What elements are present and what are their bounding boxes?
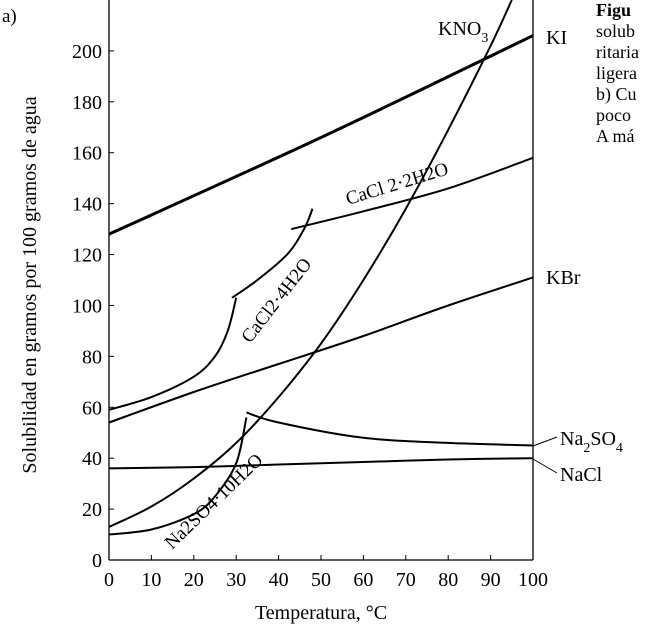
x-tick-label: 40 bbox=[269, 569, 289, 591]
x-tick-label: 60 bbox=[353, 569, 373, 591]
y-tick-label: 40 bbox=[82, 448, 102, 470]
label-na2so4: Na2SO4 bbox=[560, 428, 623, 456]
x-tick-label: 90 bbox=[481, 569, 501, 591]
x-tick-label: 80 bbox=[438, 569, 458, 591]
caption-line-6: A má bbox=[596, 126, 635, 146]
series-line-cacl2-6h2o bbox=[109, 297, 238, 411]
label-ki: KI bbox=[546, 27, 567, 49]
y-tick-label: 120 bbox=[72, 245, 102, 267]
figure-caption: Figu solub ritaria ligera b) Cu poco A m… bbox=[596, 0, 650, 147]
x-tick-label: 10 bbox=[141, 569, 161, 591]
y-tick-label: 60 bbox=[82, 397, 102, 419]
series-line-na2so4-10h2o bbox=[109, 417, 248, 536]
x-tick-label: 20 bbox=[184, 569, 204, 591]
series-curves bbox=[109, 0, 533, 536]
label-kbr: KBr bbox=[546, 267, 581, 289]
x-tick-label: 100 bbox=[518, 569, 548, 591]
y-axis-label: Solubilidad en gramos por 100 gramos de … bbox=[19, 96, 41, 473]
panel-label: a) bbox=[2, 6, 17, 27]
x-ticks: 0 10 20 30 40 50 60 70 80 90 100 bbox=[104, 555, 548, 591]
x-axis-label: Temperatura, °C bbox=[255, 602, 387, 624]
series-line-kbr bbox=[109, 276, 533, 424]
y-tick-label: 80 bbox=[82, 346, 102, 368]
caption-line-1: solub bbox=[596, 21, 636, 41]
caption-line-0: Figu bbox=[596, 0, 632, 20]
leader-nacl bbox=[532, 458, 558, 474]
series-line-ki bbox=[109, 34, 533, 236]
y-tick-label: 200 bbox=[72, 41, 102, 63]
series-line-na2so4 bbox=[246, 411, 533, 447]
y-tick-label: 180 bbox=[72, 92, 102, 114]
label-na2so4-10h2o: Na2SO4·10H2O bbox=[161, 450, 267, 554]
series-line-kno3 bbox=[109, 0, 513, 528]
series-line-nacl bbox=[109, 457, 533, 470]
y-ticks: 0 20 40 60 80 100 120 140 160 180 200 bbox=[72, 41, 114, 572]
x-tick-label: 0 bbox=[104, 569, 114, 591]
label-nacl: NaCl bbox=[560, 464, 603, 486]
caption-line-2: ritaria bbox=[596, 42, 639, 62]
y-tick-label: 140 bbox=[72, 194, 102, 216]
series-line-cacl2-4h2o bbox=[231, 208, 314, 299]
label-kno3: KNO3 bbox=[438, 18, 488, 46]
caption-line-5: poco bbox=[596, 105, 631, 125]
caption-line-4: b) Cu bbox=[596, 84, 637, 104]
y-tick-label: 160 bbox=[72, 143, 102, 165]
leader-na2so4 bbox=[532, 436, 558, 447]
caption-line-3: ligera bbox=[596, 63, 637, 83]
x-tick-label: 50 bbox=[311, 569, 331, 591]
y-tick-label: 0 bbox=[92, 550, 102, 572]
x-tick-label: 30 bbox=[226, 569, 246, 591]
y-tick-label: 100 bbox=[72, 295, 102, 317]
x-tick-label: 70 bbox=[396, 569, 416, 591]
label-cacl2-4h2o: CaCl2·4H2O bbox=[237, 254, 316, 347]
series-line-cacl2-2h2o bbox=[291, 156, 533, 231]
y-tick-label: 20 bbox=[82, 499, 102, 521]
